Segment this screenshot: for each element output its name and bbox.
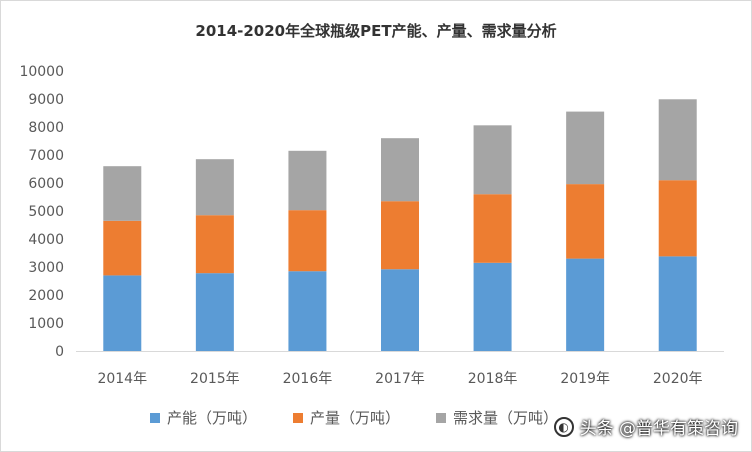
- x-tick-label: 2017年: [375, 371, 425, 387]
- x-tick-label: 2015年: [190, 371, 240, 387]
- watermark-text: 头条 @普华有策咨询: [579, 419, 738, 439]
- y-tick-label: 0: [55, 344, 64, 360]
- watermark: ◐ 头条 @普华有策咨询: [553, 414, 738, 439]
- bar-segment-output: [103, 220, 142, 276]
- y-tick-label: 6000: [28, 176, 64, 192]
- bar-segment-output: [195, 215, 234, 274]
- bar-segment-output: [658, 180, 697, 257]
- bar-segment-demand: [288, 150, 327, 211]
- x-axis: 2014年 2015年 2016年 2017年 2018年 2019年 2020年: [97, 371, 702, 387]
- x-tick-label: 2019年: [560, 371, 610, 387]
- legend-item-capacity: 产能（万吨）: [150, 407, 257, 428]
- x-tick-label: 2020年: [653, 371, 703, 387]
- bar-segment-demand: [566, 111, 605, 185]
- bar-segment-output: [381, 201, 419, 270]
- y-tick-label: 8000: [28, 120, 64, 136]
- legend-label-output: 产量（万吨）: [310, 409, 401, 427]
- bar-segment-demand: [103, 166, 142, 221]
- bar-segment-capacity: [103, 275, 142, 351]
- bar-segment-demand: [658, 99, 697, 181]
- legend: 产能（万吨） 产量（万吨） 需求量（万吨）: [150, 407, 558, 428]
- bar-segment-demand: [473, 125, 512, 195]
- bar-segment-capacity: [473, 262, 512, 351]
- x-tick-label: 2014年: [97, 371, 147, 387]
- bar-segment-output: [473, 194, 512, 263]
- bar-segment-demand: [381, 138, 419, 202]
- watermark-logo-icon: ◐: [553, 416, 574, 437]
- bar-segment-output: [566, 184, 605, 259]
- y-tick-label: 4000: [28, 232, 64, 248]
- y-tick-label: 9000: [28, 92, 64, 108]
- bar-segment-capacity: [195, 273, 234, 351]
- y-tick-label: 3000: [28, 260, 64, 276]
- bar-group: [103, 99, 697, 351]
- x-tick-label: 2018年: [468, 371, 518, 387]
- y-tick-label: 7000: [28, 148, 64, 164]
- bar-segment-capacity: [658, 256, 697, 351]
- bar-segment-demand: [195, 159, 234, 216]
- y-axis: 0 1000 2000 3000 4000 5000 6000 7000 8000 9000 100…: [19, 64, 64, 360]
- bar-segment-capacity: [381, 269, 419, 351]
- legend-label-capacity: 产能（万吨）: [167, 409, 258, 427]
- bar-segment-capacity: [288, 271, 327, 351]
- legend-swatch-output: [293, 412, 304, 423]
- bar-segment-capacity: [566, 258, 605, 351]
- legend-swatch-capacity: [150, 412, 160, 423]
- chart-title: 2014-2020年全球瓶级PET产能、产量、需求量分析: [195, 22, 557, 40]
- y-tick-label: 1000: [28, 316, 64, 332]
- bar-segment-output: [288, 210, 327, 272]
- x-tick-label: 2016年: [283, 371, 333, 387]
- legend-item-output: 产量（万吨）: [293, 407, 400, 428]
- legend-item-demand: 需求量（万吨）: [436, 407, 558, 428]
- legend-label-demand: 需求量（万吨）: [453, 409, 559, 427]
- y-tick-label: 5000: [28, 204, 64, 220]
- y-tick-label: 2000: [28, 288, 64, 304]
- y-tick-label: 10000: [19, 64, 64, 80]
- legend-swatch-demand: [436, 412, 447, 423]
